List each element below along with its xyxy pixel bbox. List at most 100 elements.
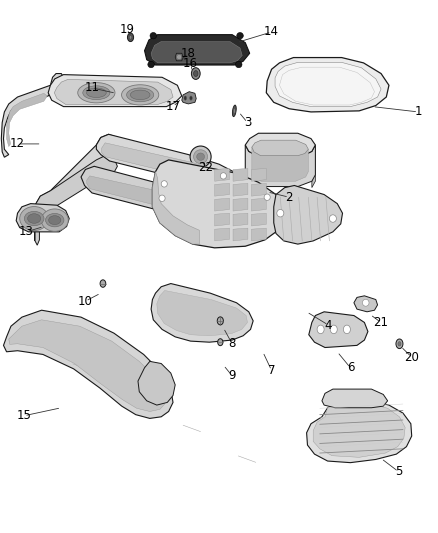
Text: 8: 8 (229, 337, 236, 350)
Ellipse shape (25, 212, 44, 226)
Ellipse shape (161, 181, 167, 187)
Polygon shape (322, 389, 388, 408)
Polygon shape (233, 168, 248, 181)
Text: 9: 9 (228, 369, 236, 382)
Polygon shape (4, 310, 173, 418)
Polygon shape (48, 75, 182, 107)
Ellipse shape (184, 96, 187, 100)
Polygon shape (35, 156, 117, 245)
Text: 6: 6 (346, 361, 354, 374)
Polygon shape (35, 134, 117, 241)
Ellipse shape (131, 90, 150, 100)
Polygon shape (215, 183, 230, 196)
Ellipse shape (127, 33, 134, 42)
Polygon shape (307, 401, 412, 463)
Ellipse shape (218, 339, 223, 345)
Text: 14: 14 (264, 26, 279, 38)
Polygon shape (252, 140, 308, 156)
Ellipse shape (83, 86, 110, 100)
Polygon shape (96, 134, 243, 192)
Text: 19: 19 (120, 23, 134, 36)
Ellipse shape (233, 105, 236, 117)
Polygon shape (274, 185, 343, 244)
Polygon shape (9, 320, 165, 411)
Polygon shape (251, 183, 266, 196)
Ellipse shape (197, 153, 205, 160)
Ellipse shape (191, 68, 200, 79)
Ellipse shape (398, 342, 401, 346)
Polygon shape (215, 198, 230, 211)
Ellipse shape (41, 209, 68, 231)
Ellipse shape (46, 213, 64, 227)
Ellipse shape (148, 61, 154, 68)
Text: 5: 5 (395, 465, 402, 478)
Polygon shape (266, 58, 389, 112)
Polygon shape (215, 213, 230, 226)
Ellipse shape (121, 85, 159, 105)
Ellipse shape (190, 96, 192, 100)
Polygon shape (252, 147, 308, 181)
Text: 1: 1 (414, 106, 422, 118)
Ellipse shape (317, 325, 324, 334)
Text: 21: 21 (374, 316, 389, 329)
Text: 18: 18 (181, 47, 196, 60)
Polygon shape (152, 172, 199, 244)
Polygon shape (313, 404, 405, 457)
Polygon shape (138, 361, 175, 405)
Ellipse shape (194, 150, 208, 164)
Polygon shape (275, 62, 381, 107)
Polygon shape (233, 213, 248, 226)
Polygon shape (233, 183, 248, 196)
Text: 22: 22 (198, 161, 213, 174)
Ellipse shape (237, 33, 244, 39)
Polygon shape (1, 74, 64, 157)
Ellipse shape (78, 83, 115, 103)
Polygon shape (245, 145, 315, 187)
Polygon shape (175, 53, 183, 61)
Polygon shape (251, 168, 266, 181)
Text: 3: 3 (244, 116, 251, 129)
Polygon shape (182, 92, 196, 104)
Ellipse shape (190, 146, 211, 167)
Ellipse shape (159, 195, 165, 201)
Ellipse shape (100, 280, 106, 287)
Ellipse shape (330, 325, 337, 334)
Ellipse shape (220, 173, 226, 179)
Text: 7: 7 (268, 364, 276, 377)
Polygon shape (157, 290, 247, 336)
Polygon shape (151, 42, 242, 63)
Ellipse shape (329, 215, 336, 222)
Ellipse shape (362, 300, 369, 306)
Text: 10: 10 (78, 295, 93, 308)
Text: 12: 12 (10, 138, 25, 150)
Polygon shape (215, 168, 230, 181)
Polygon shape (7, 93, 47, 147)
Ellipse shape (49, 216, 61, 224)
Polygon shape (81, 166, 226, 224)
Polygon shape (215, 228, 230, 241)
Ellipse shape (194, 71, 198, 76)
Polygon shape (151, 284, 253, 342)
Ellipse shape (127, 88, 154, 102)
Ellipse shape (177, 54, 182, 60)
Text: 2: 2 (285, 191, 293, 204)
Text: 11: 11 (85, 82, 99, 94)
Ellipse shape (264, 194, 270, 200)
Ellipse shape (86, 88, 106, 98)
Polygon shape (251, 228, 266, 241)
Polygon shape (245, 145, 249, 187)
Text: 15: 15 (17, 409, 32, 422)
Ellipse shape (217, 317, 223, 325)
Polygon shape (16, 204, 69, 232)
Polygon shape (309, 312, 368, 348)
Text: 17: 17 (166, 100, 180, 113)
Polygon shape (251, 213, 266, 226)
Ellipse shape (20, 207, 49, 231)
Ellipse shape (396, 339, 403, 349)
Polygon shape (251, 198, 266, 211)
Polygon shape (102, 143, 239, 185)
Ellipse shape (28, 214, 41, 223)
Text: 13: 13 (19, 225, 34, 238)
Text: 16: 16 (183, 58, 198, 70)
Ellipse shape (150, 33, 156, 39)
